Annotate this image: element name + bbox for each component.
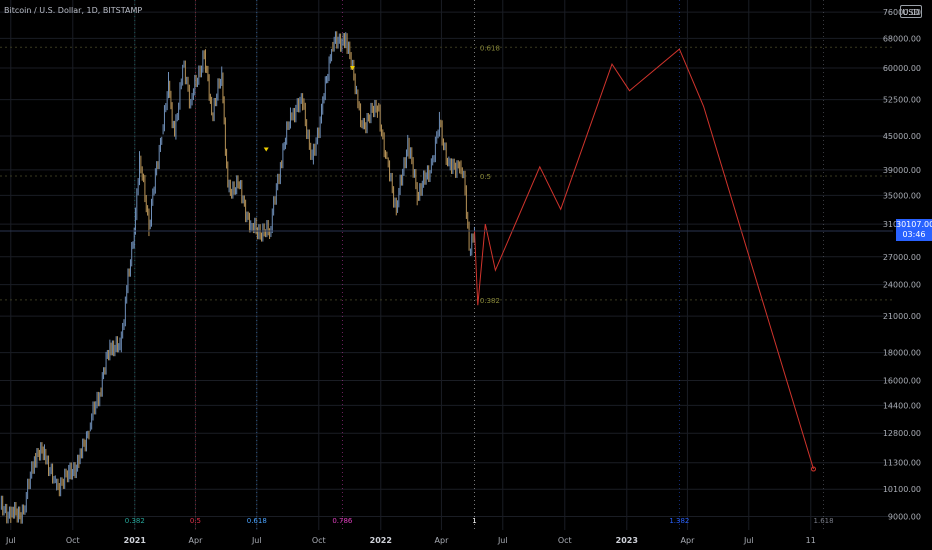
time-axis-label: Oct	[558, 536, 572, 545]
projection-end-marker	[810, 466, 816, 472]
grid-lines	[0, 0, 893, 530]
marker-triangle	[263, 147, 269, 152]
price-axis-label: 16000.00	[883, 376, 921, 385]
price-candles	[0, 31, 475, 524]
time-axis-label: 2021	[124, 536, 147, 545]
time-axis-label: Jul	[5, 536, 16, 545]
fib-time-label: 0.786	[332, 517, 353, 525]
time-axis-label: Apr	[681, 536, 696, 545]
marker-triangle	[349, 66, 355, 71]
price-axis-label: 24000.00	[883, 281, 921, 290]
fib-time-label: 1.382	[669, 517, 689, 525]
price-axis-label: 45000.00	[883, 132, 921, 141]
time-axis-label: 2022	[370, 536, 392, 545]
time-axis-label: Jul	[743, 536, 754, 545]
price-axis-label: 60000.00	[883, 64, 921, 73]
price-axis[interactable]: 9000.00 10100.00 11300.00 12800.00 14400.00 1…	[883, 8, 921, 521]
fib-time-label: 0.618	[247, 517, 267, 525]
price-axis-label: 21000.00	[883, 312, 921, 321]
fib-time-label: 1	[472, 517, 476, 525]
price-axis-label: 52500.00	[883, 96, 921, 105]
markers	[0, 66, 893, 472]
fibonacci-levels: 0.618 0.5 0.382 0.382 0.5 0.618 0.786 1 1.382 1.6…	[0, 0, 893, 530]
price-axis-label: 27000.00	[883, 253, 921, 262]
time-axis[interactable]: Jul Oct 2021 Apr Jul Oct 2022 Apr Jul Oct 2023 Apr J…	[5, 536, 816, 545]
price-axis-label: 14400.00	[883, 401, 921, 410]
time-axis-label: 11	[806, 536, 816, 545]
time-axis-label: Jul	[251, 536, 262, 545]
currency-button[interactable]: USD	[900, 5, 922, 18]
fib-time-label: 0.5	[190, 517, 201, 525]
chart-title: Bitcoin / U.S. Dollar, 1D, BITSTAMP	[4, 6, 143, 15]
fib-time-label: 0.382	[125, 517, 145, 525]
projection-line	[474, 48, 814, 470]
price-axis-label: 9000.00	[888, 512, 921, 521]
current-price-tag: 30107.00 03:46	[896, 219, 932, 241]
time-axis-label: Oct	[312, 536, 326, 545]
time-axis-label: 2023	[616, 536, 638, 545]
time-axis-label: Jul	[497, 536, 508, 545]
price-axis-label: 39000.00	[883, 166, 921, 175]
fib-price-label: 0.5	[480, 173, 491, 181]
time-axis-label: Oct	[66, 536, 80, 545]
price-axis-label: 11300.00	[883, 459, 921, 468]
time-axis-label: Apr	[435, 536, 450, 545]
fib-time-label: 1.618	[814, 517, 834, 525]
fib-price-label: 0.618	[480, 44, 500, 52]
price-axis-label: 18000.00	[883, 349, 921, 358]
price-axis-label: 35000.00	[883, 191, 921, 200]
price-axis-label: 10100.00	[883, 485, 921, 494]
current-price-value: 30107.00	[896, 220, 932, 229]
price-axis-label: 76000.00	[883, 8, 921, 17]
fib-price-label: 0.382	[480, 297, 500, 305]
price-axis-label: 12800.00	[883, 429, 921, 438]
price-axis-label: 68000.00	[883, 34, 921, 43]
time-axis-label: Apr	[189, 536, 204, 545]
candle-countdown: 03:46	[902, 230, 926, 239]
